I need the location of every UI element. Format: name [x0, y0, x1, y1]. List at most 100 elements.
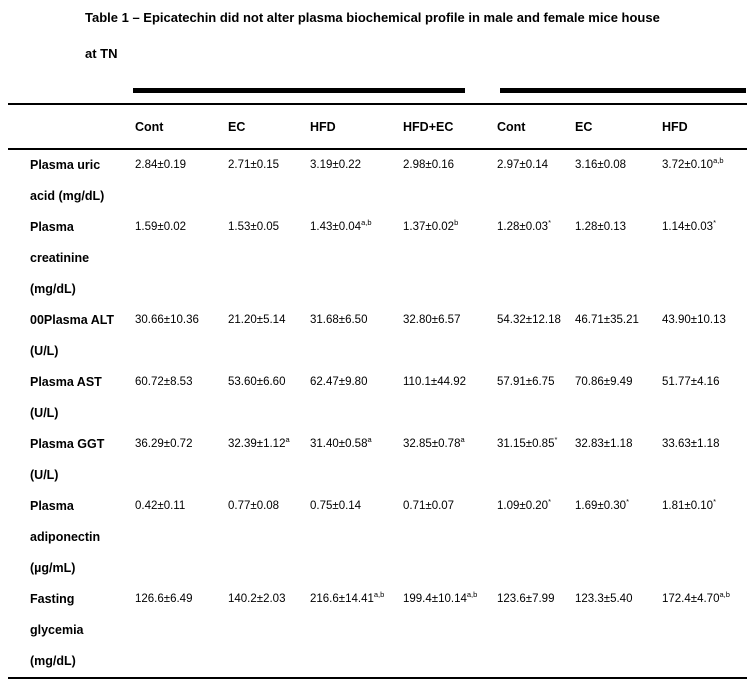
value-text: 1.69±0.30	[575, 500, 627, 512]
value-cell: 3.19±0.22	[310, 149, 403, 212]
value-text: 0.42±0.11	[135, 500, 186, 512]
value-cell: 36.29±0.72	[135, 429, 228, 491]
value-cell: 31.68±6.50	[310, 305, 403, 367]
value-cell: 0.75±0.14	[310, 491, 403, 584]
row-label-line: glycemia	[30, 623, 84, 637]
value-cell: 70.86±9.49	[575, 367, 662, 429]
value-text: 57.91±6.75	[497, 376, 555, 388]
value-text: 32.83±1.18	[575, 438, 633, 450]
table-row: Plasma AST (U/L) 60.72±8.53 53.60±6.60 6…	[8, 367, 747, 429]
col-header-ec-left: EC	[228, 119, 246, 134]
value-text: 31.15±0.85	[497, 438, 555, 450]
value-cell: 46.71±35.21	[575, 305, 662, 367]
value-cell: 2.97±0.14	[497, 149, 575, 212]
value-text: 172.4±4.70	[662, 593, 720, 605]
row-label-line: Plasma	[30, 499, 74, 513]
value-text: 60.72±8.53	[135, 376, 193, 388]
row-label-line: (U/L)	[30, 406, 59, 420]
row-label-line: (mg/dL)	[30, 282, 76, 296]
row-label-line: Plasma AST	[30, 375, 102, 389]
value-cell: 32.83±1.18	[575, 429, 662, 491]
table-row: Plasma creatinine (mg/dL) 1.59±0.02 1.53…	[8, 212, 747, 305]
value-superscript: a,b	[713, 156, 724, 166]
value-text: 36.29±0.72	[135, 438, 193, 450]
value-text: 3.72±0.10	[662, 159, 714, 171]
value-cell: 1.43±0.04a,b	[310, 212, 403, 305]
value-text: 216.6±14.41	[310, 593, 374, 605]
column-group-bar-right	[500, 88, 746, 93]
value-text: 199.4±10.14	[403, 593, 467, 605]
col-header-cont-right: Cont	[497, 119, 526, 134]
row-label-line: Plasma	[30, 220, 74, 234]
value-text: 2.97±0.14	[497, 159, 549, 171]
value-cell: 172.4±4.70a,b	[662, 584, 747, 678]
value-cell: 199.4±10.14a,b	[403, 584, 497, 678]
value-text: 62.47±9.80	[310, 376, 368, 388]
row-label-line: adiponectin	[30, 530, 101, 544]
value-cell: 32.39±1.12a	[228, 429, 310, 491]
row-label-line: (µg/mL)	[30, 561, 76, 575]
table-row: Plasma GGT (U/L) 36.29±0.72 32.39±1.12a …	[8, 429, 747, 491]
value-text: 126.6±6.49	[135, 593, 193, 605]
table-caption-line-2: at TN	[85, 46, 118, 61]
column-group-bar-left	[133, 88, 465, 93]
value-text: 46.71±35.21	[575, 314, 639, 326]
col-header-hfd-ec-left: HFD+EC	[403, 119, 454, 134]
value-superscript: *	[626, 497, 629, 507]
value-cell: 2.98±0.16	[403, 149, 497, 212]
value-superscript: a,b	[719, 590, 730, 600]
value-cell: 140.2±2.03	[228, 584, 310, 678]
row-label: Plasma adiponectin (µg/mL)	[8, 491, 135, 584]
table-body: Plasma uric acid (mg/dL) 2.84±0.19 2.71±…	[8, 149, 747, 678]
value-cell: 110.1±44.92	[403, 367, 497, 429]
value-cell: 1.37±0.02b	[403, 212, 497, 305]
value-text: 1.37±0.02	[403, 221, 455, 233]
value-cell: 0.71±0.07	[403, 491, 497, 584]
col-header-cont-left: Cont	[135, 119, 164, 134]
row-label-line: Fasting	[30, 592, 75, 606]
value-cell: 2.71±0.15	[228, 149, 310, 212]
value-text: 1.53±0.05	[228, 221, 280, 233]
table-caption-line-1: Table 1 – Epicatechin did not alter plas…	[85, 10, 660, 25]
value-text: 1.14±0.03	[662, 221, 714, 233]
value-cell: 53.60±6.60	[228, 367, 310, 429]
value-cell: 57.91±6.75	[497, 367, 575, 429]
value-text: 1.28±0.03	[497, 221, 549, 233]
table-row: Plasma adiponectin (µg/mL) 0.42±0.11 0.7…	[8, 491, 747, 584]
row-label-line: (U/L)	[30, 344, 59, 358]
table-row: 00Plasma ALT (U/L) 30.66±10.36 21.20±5.1…	[8, 305, 747, 367]
value-text: 21.20±5.14	[228, 314, 286, 326]
value-text: 32.80±6.57	[403, 314, 461, 326]
value-cell: 32.80±6.57	[403, 305, 497, 367]
value-text: 140.2±2.03	[228, 593, 286, 605]
row-label-line: (U/L)	[30, 468, 59, 482]
value-cell: 30.66±10.36	[135, 305, 228, 367]
value-text: 2.98±0.16	[403, 159, 455, 171]
value-text: 0.71±0.07	[403, 500, 455, 512]
value-text: 32.85±0.78	[403, 438, 461, 450]
value-cell: 21.20±5.14	[228, 305, 310, 367]
value-superscript: a,b	[373, 590, 385, 600]
value-cell: 1.09±0.20*	[497, 491, 575, 584]
value-text: 31.68±6.50	[310, 314, 368, 326]
value-cell: 60.72±8.53	[135, 367, 228, 429]
value-cell: 0.77±0.08	[228, 491, 310, 584]
value-text: 110.1±44.92	[403, 376, 467, 388]
value-superscript: a	[460, 435, 465, 445]
value-cell: 1.28±0.13	[575, 212, 662, 305]
value-text: 1.81±0.10	[662, 500, 714, 512]
value-cell: 123.3±5.40	[575, 584, 662, 678]
value-cell: 126.6±6.49	[135, 584, 228, 678]
value-cell: 54.32±12.18	[497, 305, 575, 367]
row-label-line: creatinine	[30, 251, 90, 265]
value-superscript: *	[713, 218, 716, 228]
value-text: 70.86±9.49	[575, 376, 633, 388]
value-text: 1.43±0.04	[310, 221, 362, 233]
value-text: 0.77±0.08	[228, 500, 280, 512]
col-header-hfd-right: HFD	[662, 119, 688, 134]
value-cell: 1.81±0.10*	[662, 491, 747, 584]
row-label-line: (mg/dL)	[30, 654, 76, 668]
value-text: 3.16±0.08	[575, 159, 627, 171]
biochemical-profile-table: Cont EC HFD HFD+EC Cont EC HFD Plasma ur…	[8, 103, 747, 679]
row-label: Plasma uric acid (mg/dL)	[8, 149, 135, 212]
